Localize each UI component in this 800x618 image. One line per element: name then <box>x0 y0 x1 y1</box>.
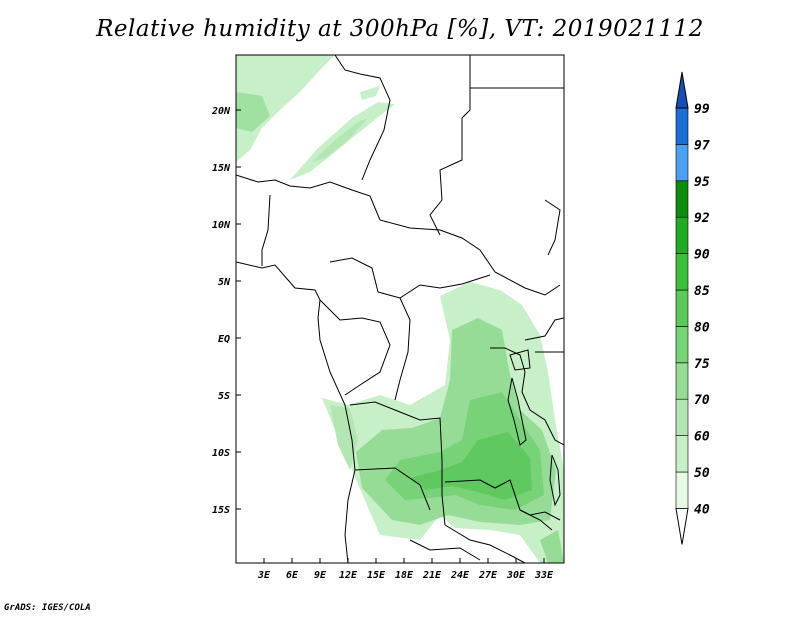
lon-label: 12E <box>339 570 358 581</box>
colorbar-label: 95 <box>694 175 710 190</box>
colorbar-segment <box>675 326 689 364</box>
colorbar-label: 40 <box>694 502 710 517</box>
colorbar-segment <box>675 107 689 145</box>
humidity-shading <box>236 55 564 563</box>
colorbar-min-arrow <box>675 507 689 545</box>
map-frame <box>235 54 565 564</box>
colorbar-label: 92 <box>694 211 710 226</box>
grads-credit: GrADS: IGES/COLA <box>4 603 91 613</box>
colorbar-segment <box>675 144 689 182</box>
colorbar-label: 90 <box>694 248 710 263</box>
lat-label: 20N <box>211 106 231 117</box>
longitude-ticks <box>263 558 545 563</box>
colorbar-label: 80 <box>694 320 710 335</box>
colorbar-label: 85 <box>694 284 710 299</box>
colorbar-label: 50 <box>694 466 710 481</box>
colorbar-label: 97 <box>694 138 710 153</box>
lon-label: 24E <box>450 570 470 581</box>
humidity-region-north <box>236 55 335 162</box>
lon-label: 9E <box>314 570 327 581</box>
lat-label: 5N <box>218 277 231 288</box>
lon-label: 15E <box>367 570 386 581</box>
latitude-labels: 20N 15N 10N 5N EQ 5S 10S 15S <box>211 106 231 516</box>
colorbar-segment <box>675 471 689 509</box>
lon-label: 27E <box>478 570 498 581</box>
latitude-ticks <box>236 109 241 510</box>
colorbar-segment <box>675 180 689 218</box>
colorbar-segment <box>675 398 689 436</box>
lat-label: 5S <box>218 391 230 402</box>
colorbar-segment <box>675 435 689 473</box>
lon-label: 30E <box>506 570 526 581</box>
colorbar-max-arrow <box>675 71 689 109</box>
lat-label: EQ <box>218 334 230 345</box>
country-borders <box>236 55 564 563</box>
colorbar: 40 50 60 70 75 80 85 90 92 95 97 99 <box>675 71 710 545</box>
lat-label: 10N <box>212 220 231 231</box>
lat-label: 10S <box>212 448 230 459</box>
colorbar-label: 60 <box>694 430 710 445</box>
colorbar-segment <box>675 216 689 254</box>
colorbar-label: 99 <box>694 102 710 117</box>
longitude-labels: 3E 6E 9E 12E 15E 18E 21E 24E 27E 30E 33E <box>257 570 554 581</box>
colorbar-segment <box>675 362 689 400</box>
lat-label: 15N <box>212 163 231 174</box>
colorbar-segment <box>675 289 689 327</box>
lat-label: 15S <box>212 505 230 516</box>
lon-label: 6E <box>286 570 299 581</box>
map-title: Relative humidity at 300hPa [%], VT: 201… <box>96 16 704 42</box>
lon-label: 3E <box>257 570 271 581</box>
lon-label: 18E <box>395 570 414 581</box>
colorbar-label: 70 <box>694 393 710 408</box>
colorbar-label: 75 <box>694 357 710 372</box>
lon-label: 33E <box>534 570 554 581</box>
colorbar-segment <box>675 253 689 291</box>
coastline <box>236 261 356 563</box>
lon-label: 21E <box>422 570 442 581</box>
